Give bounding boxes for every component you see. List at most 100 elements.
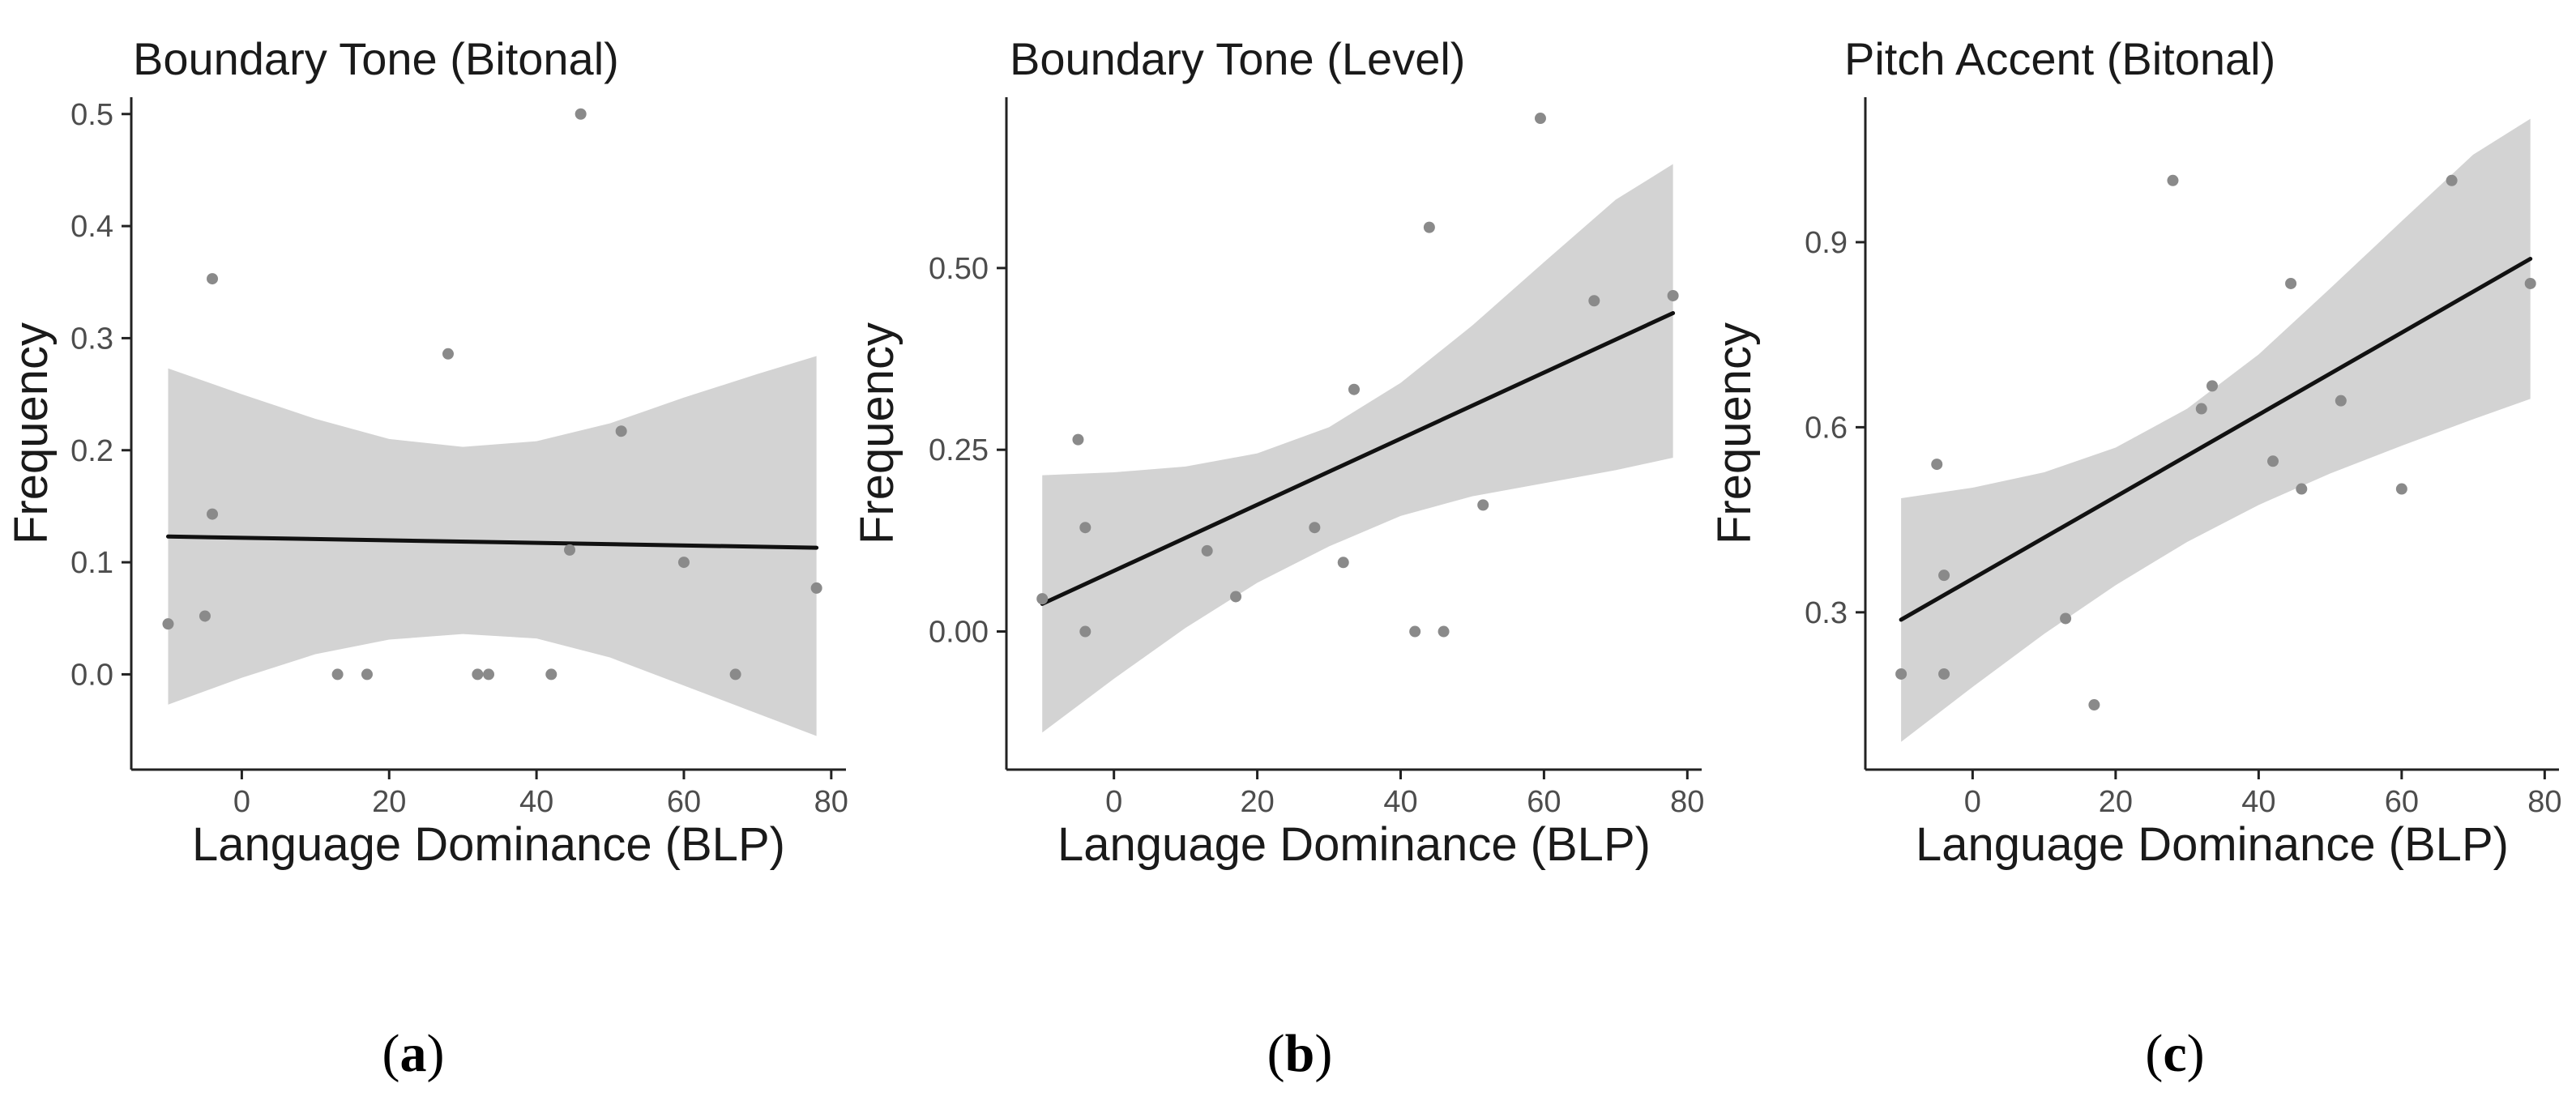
data-point-9 — [2206, 380, 2218, 392]
regression-line — [1899, 257, 2533, 622]
x-axis-label: Language Dominance (BLP) — [192, 818, 785, 871]
y-axis-label: Frequency — [5, 322, 58, 544]
x-tick-label: 40 — [519, 785, 553, 819]
data-point-8 — [2195, 403, 2207, 415]
data-point-14 — [1534, 113, 1546, 125]
x-tick-label: 60 — [667, 785, 701, 819]
x-tick-label: 60 — [1527, 785, 1561, 819]
data-point-1 — [1036, 593, 1049, 605]
data-point-10 — [545, 668, 557, 680]
data-point-15 — [1588, 295, 1600, 307]
data-point-4 — [1938, 570, 1950, 582]
x-tick-label: 20 — [372, 785, 406, 819]
panel-label-open: ( — [382, 1024, 400, 1083]
y-axis-label: Frequency — [1708, 322, 1761, 544]
y-tick-label: 0.0 — [70, 658, 113, 692]
chart-panel-b: 0 20 40 60 80 0.00 0.25 0.50 Boundary Tone (Leve… — [851, 33, 1704, 1083]
x-tick-label: 60 — [2385, 785, 2419, 819]
x-tick-label: 20 — [1240, 785, 1274, 819]
data-point-9 — [483, 668, 494, 680]
data-point-1 — [1895, 668, 1907, 680]
chart-panel-a: 0 20 40 60 80 0.0 0.1 0.2 0.3 0.4 0.5 Boundary Tone… — [5, 33, 848, 1083]
data-point-16 — [2524, 277, 2536, 289]
x-tick-label: 0 — [233, 785, 250, 819]
data-point-7 — [2167, 174, 2179, 186]
y-tick-label: 0.00 — [929, 616, 989, 650]
panel-label-close: ) — [427, 1024, 445, 1083]
y-tick-label: 0.50 — [929, 252, 989, 286]
y-axis-label: Frequency — [851, 322, 904, 544]
panel-label-close: ) — [2187, 1024, 2205, 1083]
panel-label: (a) — [382, 1024, 445, 1083]
data-point-4 — [1079, 625, 1091, 638]
panel-label-open: ( — [1267, 1024, 1285, 1083]
data-point-4 — [207, 508, 219, 520]
data-point-15 — [729, 668, 741, 680]
y-tick-label: 0.3 — [70, 322, 113, 356]
data-point-13 — [2335, 395, 2347, 407]
regression-line — [1040, 310, 1676, 606]
data-point-15 — [2446, 174, 2458, 186]
data-point-2 — [1931, 459, 1943, 471]
panel-label-letter: a — [400, 1024, 427, 1083]
y-tick-label: 0.4 — [70, 210, 113, 244]
data-point-8 — [1337, 557, 1349, 569]
confidence-band — [1901, 118, 2531, 742]
data-point-3 — [207, 273, 219, 285]
data-point-5 — [2060, 612, 2072, 625]
panel-label: (c) — [2145, 1024, 2204, 1083]
regression-line — [165, 534, 819, 550]
data-point-3 — [1938, 668, 1950, 680]
data-point-9 — [1348, 383, 1360, 395]
x-tick-label: 80 — [814, 785, 848, 819]
data-point-13 — [615, 425, 627, 437]
x-axis-label: Language Dominance (BLP) — [1057, 818, 1651, 871]
data-point-11 — [1423, 221, 1435, 233]
data-point-2 — [1072, 433, 1084, 446]
chart-title: Pitch Accent (Bitonal) — [1844, 33, 2275, 84]
y-tick-label: 0.25 — [929, 433, 989, 467]
panel-label: (b) — [1267, 1024, 1333, 1083]
data-point-11 — [2285, 277, 2297, 289]
data-point-6 — [361, 668, 373, 680]
x-tick-label: 40 — [1383, 785, 1417, 819]
data-point-8 — [472, 668, 484, 680]
data-point-12 — [2296, 483, 2308, 495]
y-tick-label: 0.5 — [70, 98, 113, 132]
data-point-3 — [1079, 522, 1091, 534]
data-point-12 — [575, 108, 587, 120]
panel-label-close: ) — [1314, 1024, 1332, 1083]
data-point-10 — [1409, 625, 1421, 638]
confidence-band — [1042, 164, 1673, 733]
panel-label-open: ( — [2145, 1024, 2163, 1083]
x-tick-label: 20 — [2099, 785, 2133, 819]
chart-panel-c: 0 20 40 60 80 0.3 0.6 0.9 Pitch Accent (Bitonal)… — [1708, 33, 2561, 1083]
data-point-14 — [677, 557, 690, 569]
data-point-6 — [2088, 699, 2100, 711]
x-tick-label: 80 — [1670, 785, 1704, 819]
x-tick-label: 40 — [2241, 785, 2275, 819]
chart-title: Boundary Tone (Bitonal) — [133, 33, 619, 84]
data-point-12 — [1438, 625, 1450, 638]
confidence-band — [168, 356, 817, 736]
x-axis-label: Language Dominance (BLP) — [1916, 818, 2509, 871]
data-point-10 — [2267, 455, 2279, 467]
panel-label-letter: c — [2163, 1024, 2186, 1083]
data-point-14 — [2395, 483, 2407, 495]
data-point-1 — [162, 618, 174, 630]
data-point-16 — [1667, 289, 1679, 301]
y-tick-label: 0.9 — [1805, 226, 1848, 260]
data-point-16 — [810, 582, 822, 594]
data-point-5 — [331, 668, 344, 680]
data-point-6 — [1230, 591, 1242, 603]
y-tick-label: 0.1 — [70, 546, 113, 580]
x-tick-label: 0 — [1964, 785, 1981, 819]
y-tick-label: 0.6 — [1805, 411, 1848, 445]
data-point-5 — [1201, 544, 1213, 557]
y-tick-label: 0.3 — [1805, 596, 1848, 630]
y-tick-label: 0.2 — [70, 434, 113, 468]
data-point-7 — [1309, 522, 1321, 534]
data-point-13 — [1477, 499, 1489, 511]
data-point-11 — [564, 544, 576, 556]
